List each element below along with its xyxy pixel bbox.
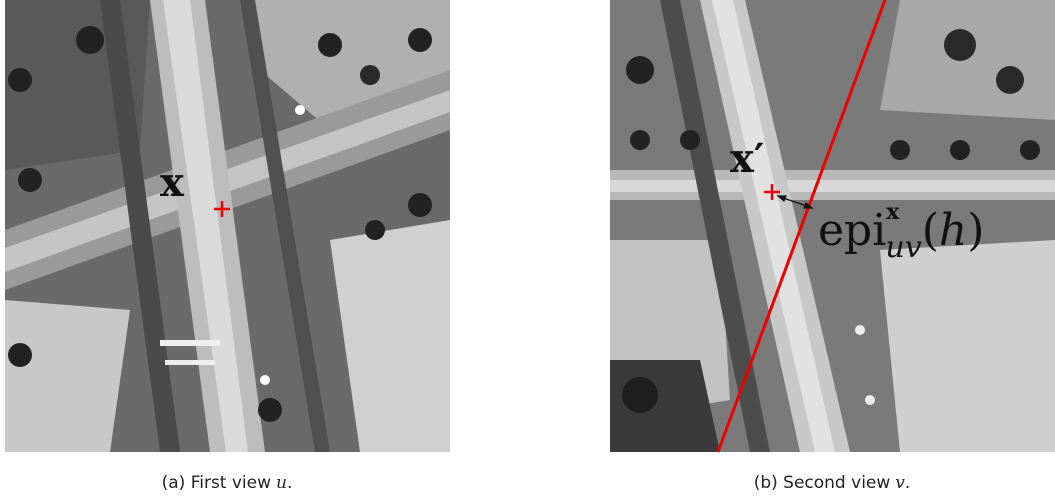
epi-subscript: uv xyxy=(885,230,921,265)
caption-prefix: (a) First view xyxy=(162,473,272,493)
caption-prefix: (b) Second view xyxy=(754,473,891,493)
figure: x x′ epixuv(h) (a) First viewu. (b) Seco… xyxy=(0,0,1055,500)
epi-argument: h xyxy=(939,205,967,256)
caption-suffix: . xyxy=(287,473,292,493)
caption-variable: v xyxy=(895,473,905,493)
caption-suffix: . xyxy=(905,473,910,493)
epi-superscript: x xyxy=(886,199,900,225)
epi-open: ( xyxy=(922,205,939,256)
aerial-image-u xyxy=(5,0,450,452)
epi-base: epi xyxy=(818,205,886,256)
epi-close: ) xyxy=(967,205,984,256)
caption-variable: u xyxy=(276,473,287,493)
point-label-v: x′ xyxy=(730,135,764,182)
point-label-u: x xyxy=(160,159,185,206)
